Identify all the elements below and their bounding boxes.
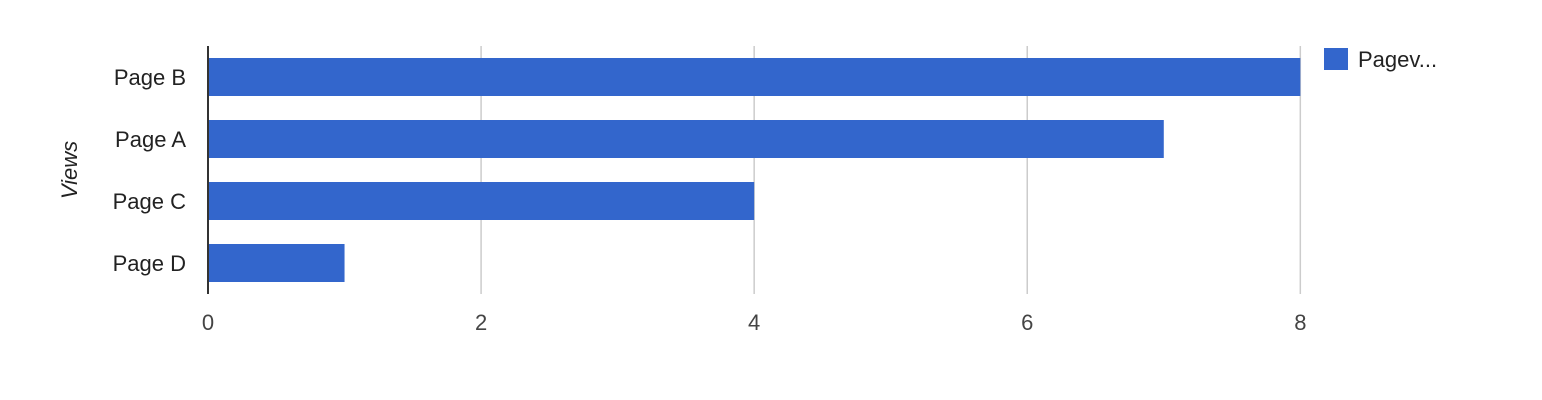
legend-swatch xyxy=(1324,48,1348,70)
category-labels: Page B Page A Page C Page D xyxy=(113,65,187,276)
bars xyxy=(208,58,1301,282)
category-label-page-b: Page B xyxy=(114,65,186,90)
bar-page-a[interactable] xyxy=(208,120,1164,158)
x-tick-label-0: 0 xyxy=(202,310,214,335)
x-tick-labels: 0 2 4 6 8 xyxy=(202,310,1307,335)
y-axis-title: Views xyxy=(57,141,82,199)
category-label-page-d: Page D xyxy=(113,251,186,276)
category-label-page-c: Page C xyxy=(113,189,186,214)
legend-label: Pagev... xyxy=(1358,47,1437,72)
x-tick-label-6: 6 xyxy=(1021,310,1033,335)
bar-page-b[interactable] xyxy=(208,58,1301,96)
bar-page-d[interactable] xyxy=(208,244,345,282)
bar-page-c[interactable] xyxy=(208,182,755,220)
x-tick-label-4: 4 xyxy=(748,310,760,335)
legend[interactable]: Pagev... xyxy=(1324,47,1437,72)
category-label-page-a: Page A xyxy=(115,127,186,152)
x-tick-label-2: 2 xyxy=(475,310,487,335)
x-tick-label-8: 8 xyxy=(1294,310,1306,335)
